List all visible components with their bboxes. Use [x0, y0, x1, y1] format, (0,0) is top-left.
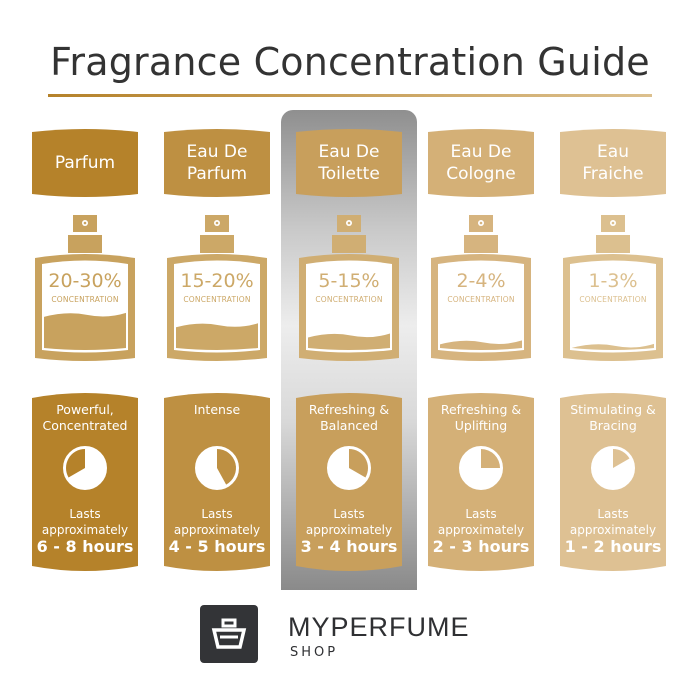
concentration-percent: 5-15% — [318, 270, 380, 292]
bottle-neck — [596, 235, 630, 253]
column-eau-de-parfum: Eau De Parfum 15-20% CONCENTRATION Inten… — [164, 0, 270, 600]
cap-dot-center — [83, 221, 87, 225]
bottle-liquid — [44, 312, 126, 350]
concentration-label: CONCENTRATION — [447, 295, 515, 304]
bottle-inner — [438, 260, 524, 353]
lasts-label: Lasts approximately — [173, 507, 261, 537]
longevity-card: Refreshing & Balanced Lasts approximatel… — [296, 392, 402, 572]
cap-dot-center — [611, 221, 615, 225]
concentration-percent: 15-20% — [180, 270, 254, 292]
cap-dot-center — [479, 221, 483, 225]
title-divider — [48, 94, 652, 97]
pie-wedge — [349, 449, 368, 477]
bottle-inner — [306, 260, 392, 353]
concentration-percent: 1-3% — [588, 270, 638, 292]
description: Refreshing & Uplifting — [440, 402, 522, 433]
hours-value: 4 - 5 hours — [168, 537, 266, 556]
lasts-label: Lasts approximately — [41, 507, 129, 537]
cap-dot-center — [215, 221, 219, 225]
hours-value: 6 - 8 hours — [36, 537, 134, 556]
type-name: Eau De Cologne — [446, 142, 516, 184]
bottle-icon — [35, 215, 135, 361]
pie-clock-icon — [193, 444, 241, 492]
description: Refreshing & Balanced — [308, 402, 390, 433]
column-parfum: Parfum 20-30% CONCENTRATION Powerful, Co… — [32, 0, 138, 600]
pie-clock-icon — [325, 444, 373, 492]
concentration-percent: 2-4% — [456, 270, 506, 292]
logo-sub-text: SHOP — [290, 645, 339, 660]
longevity-card: Intense Lasts approximately 4 - 5 hours — [164, 392, 270, 572]
pie-wedge — [481, 449, 500, 468]
type-header: Eau De Parfum — [164, 128, 270, 198]
bottle-neck — [68, 235, 102, 253]
hours-value: 3 - 4 hours — [300, 537, 398, 556]
bottle-inner — [570, 260, 656, 353]
type-name: Eau De Toilette — [318, 142, 380, 184]
concentration-label: CONCENTRATION — [315, 295, 383, 304]
longevity-card: Refreshing & Uplifting Lasts approximate… — [428, 392, 534, 572]
longevity-card: Powerful, Concentrated Lasts approximate… — [32, 392, 138, 572]
concentration-label: CONCENTRATION — [579, 295, 647, 304]
concentration-percent: 20-30% — [48, 270, 122, 292]
lasts-label: Lasts approximately — [437, 507, 525, 537]
column-eau-de-cologne: Eau De Cologne 2-4% CONCENTRATION Refres… — [428, 0, 534, 600]
cap-dot-center — [347, 221, 351, 225]
description: Powerful, Concentrated — [42, 402, 128, 433]
pie-clock-icon — [589, 444, 637, 492]
pie-clock-icon — [457, 444, 505, 492]
column-eau-fraiche: Eau Fraiche 1-3% CONCENTRATION Stimulati… — [560, 0, 666, 600]
logo-icon — [200, 605, 258, 663]
longevity-card: Stimulating & Bracing Lasts approximatel… — [560, 392, 666, 572]
pie-clock-icon — [61, 444, 109, 492]
concentration-label: CONCENTRATION — [183, 295, 251, 304]
page-title: Fragrance Concentration Guide — [50, 40, 650, 84]
description: Stimulating & Bracing — [570, 402, 656, 433]
pie-wedge — [66, 449, 85, 477]
bottle-neck — [332, 235, 366, 253]
bottle-icon — [299, 215, 399, 361]
type-name: Parfum — [54, 153, 116, 173]
type-header: Eau De Toilette — [296, 128, 402, 198]
hours-value: 2 - 3 hours — [432, 537, 530, 556]
type-header: Eau Fraiche — [560, 128, 666, 198]
bottle-liquid — [572, 343, 654, 350]
lasts-label: Lasts approximately — [305, 507, 393, 537]
bottle-icon — [167, 215, 267, 361]
lasts-label: Lasts approximately — [569, 507, 657, 537]
type-header: Parfum — [32, 128, 138, 198]
bottle-icon — [563, 215, 663, 361]
bottle-liquid — [308, 333, 390, 350]
bottle-neck — [200, 235, 234, 253]
bottle-neck — [464, 235, 498, 253]
type-header: Eau De Cologne — [428, 128, 534, 198]
pie-wedge — [217, 449, 236, 485]
bottle-liquid — [176, 323, 258, 350]
pie-wedge — [613, 449, 629, 468]
hours-value: 1 - 2 hours — [564, 537, 662, 556]
type-name: Eau De Parfum — [186, 142, 248, 184]
bottle-icon — [431, 215, 531, 361]
description: Intense — [193, 402, 241, 417]
column-eau-de-toilette: Eau De Toilette 5-15% CONCENTRATION Refr… — [296, 0, 402, 600]
logo-brand-text: MYPERFUME — [288, 612, 470, 642]
concentration-label: CONCENTRATION — [51, 295, 119, 304]
bottle-liquid — [440, 340, 522, 350]
type-name: Eau Fraiche — [582, 142, 644, 184]
